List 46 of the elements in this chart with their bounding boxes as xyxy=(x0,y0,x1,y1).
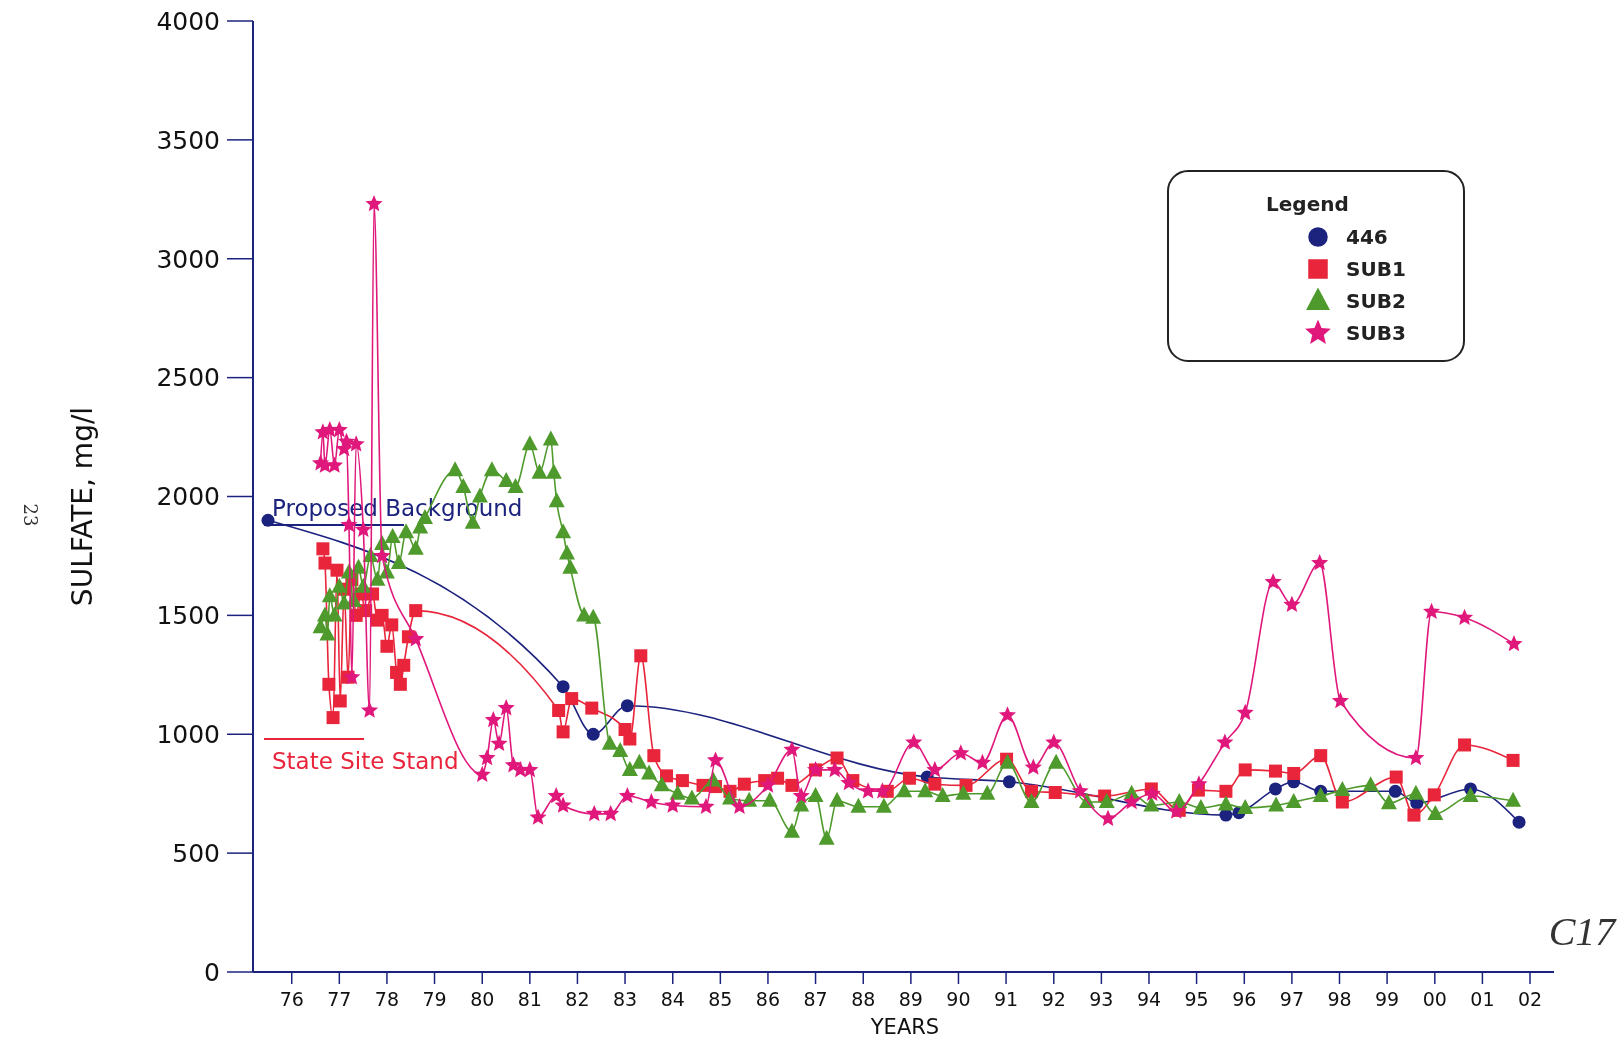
y-tick-label: 1000 xyxy=(156,720,220,749)
y-tick-label: 3000 xyxy=(156,244,220,274)
x-tick-label: 94 xyxy=(1136,988,1162,1010)
x-tick-label: 84 xyxy=(660,988,685,1010)
legend-label: SUB2 xyxy=(1346,289,1406,313)
x-tick-label: 77 xyxy=(327,988,352,1010)
x-tick-label: 85 xyxy=(708,988,733,1010)
x-tick-label: 92 xyxy=(1041,988,1066,1010)
x-tick-label: 76 xyxy=(279,988,304,1010)
text: 23 xyxy=(20,503,41,527)
x-tick-label: 78 xyxy=(374,988,400,1010)
x-tick-label: 87 xyxy=(803,988,828,1010)
x-tick-label: 86 xyxy=(755,988,781,1010)
x-axis-title: YEARS xyxy=(869,1015,940,1039)
x-tick-label: 82 xyxy=(565,988,590,1010)
x-tick-label: 00 xyxy=(1422,988,1447,1010)
legend-label: SUB3 xyxy=(1346,321,1406,345)
x-tick-label: 93 xyxy=(1089,988,1114,1010)
legend-title: Legend xyxy=(1266,192,1349,216)
y-tick-label: 3500 xyxy=(156,125,220,155)
x-tick-label: 79 xyxy=(422,988,447,1010)
x-tick-label: 91 xyxy=(993,988,1019,1010)
x-tick-label: 90 xyxy=(946,988,971,1010)
x-tick-label: 97 xyxy=(1279,988,1304,1010)
x-tick-label: 83 xyxy=(612,988,638,1010)
x-tick-label: 02 xyxy=(1517,988,1543,1010)
y-axis-title: SULFATE, mg/l xyxy=(66,406,99,607)
ref-line-label: State Site Stand xyxy=(272,748,459,775)
y-tick-label: 2500 xyxy=(156,363,220,393)
x-tick-label: 89 xyxy=(898,988,923,1010)
y-tick-label: 1500 xyxy=(156,601,220,631)
y-tick-label: 500 xyxy=(172,838,220,868)
legend-label: SUB1 xyxy=(1346,257,1406,281)
x-tick-label: 80 xyxy=(470,988,495,1010)
y-tick-label: 0 xyxy=(204,957,220,987)
y-tick-label: 4000 xyxy=(156,6,220,36)
legend-label: 446 xyxy=(1346,225,1388,249)
x-tick-label: 96 xyxy=(1232,988,1257,1010)
x-tick-label: 88 xyxy=(851,988,876,1010)
annotation: C17 xyxy=(1548,909,1618,954)
x-tick-label: 99 xyxy=(1374,988,1400,1010)
x-tick-label: 95 xyxy=(1184,988,1209,1010)
y-tick-label: 2000 xyxy=(156,482,220,512)
x-tick-label: 98 xyxy=(1327,988,1352,1010)
x-tick-label: 81 xyxy=(517,988,542,1010)
x-tick-label: 01 xyxy=(1470,988,1495,1010)
